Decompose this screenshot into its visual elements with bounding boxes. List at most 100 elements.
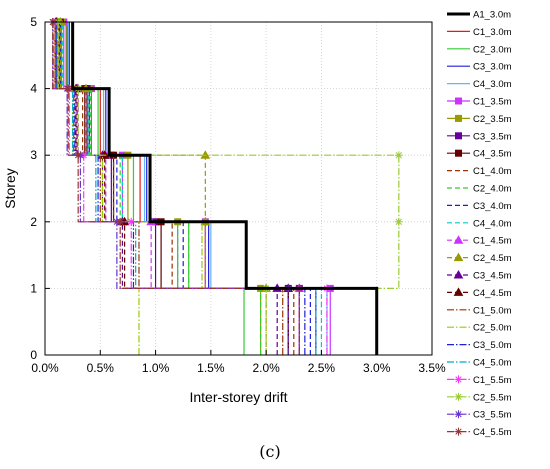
legend-label: C3_4.5m <box>473 271 512 282</box>
legend-label: C1_3.0m <box>473 27 512 38</box>
x-tick-label: 3.5% <box>418 361 446 375</box>
legend-entry: C1_4.0m <box>447 166 512 177</box>
marker-star <box>454 427 463 436</box>
marker-star <box>394 151 403 160</box>
series-line <box>66 22 289 355</box>
marker-star <box>116 217 125 226</box>
legend-label: C2_3.0m <box>473 44 512 55</box>
legend-entry: C1_3.5m <box>447 97 512 108</box>
legend-entry: C3_3.0m <box>447 62 512 73</box>
series-C1_3.0m <box>66 22 289 355</box>
legend-entry: C3_3.5m <box>447 131 512 142</box>
legend-label: C3_3.0m <box>473 62 512 73</box>
series-C4_3.5m <box>55 18 292 355</box>
series-A1_3.0m <box>71 22 379 355</box>
y-tick-label: 2 <box>30 215 37 229</box>
legend-entry: C2_5.5m <box>447 392 512 403</box>
legend-entry: C4_4.5m <box>447 287 512 299</box>
legend-label: C1_3.5m <box>473 97 512 108</box>
legend-entry: C1_3.0m <box>447 27 512 38</box>
legend-entry: C3_5.0m <box>447 340 512 351</box>
legend-label: C2_4.0m <box>473 184 512 195</box>
x-tick-label: 3.0% <box>363 361 391 375</box>
legend-entry: C1_5.0m <box>447 305 512 316</box>
legend-entry: C2_3.5m <box>447 114 512 125</box>
marker-star <box>64 84 73 93</box>
legend-label: C1_5.5m <box>473 375 512 386</box>
legend-label: A1_3.0m <box>473 10 511 21</box>
series-line <box>58 22 262 355</box>
legend: A1_3.0m C1_3.0m C2_3.0m C3_3.0m C4_3.0m C1_3.… <box>447 10 512 438</box>
series-C2_3.5m <box>58 18 265 355</box>
legend-label: C3_3.5m <box>473 131 512 142</box>
x-tick-label: 1.5% <box>197 361 225 375</box>
y-tick-label: 5 <box>30 15 37 29</box>
legend-entry: C3_5.5m <box>447 410 512 421</box>
series-line <box>71 22 379 355</box>
marker-star <box>127 217 136 226</box>
marker-triangle <box>453 252 464 262</box>
series-C4_5.5m <box>48 18 304 355</box>
series-C2_4.5m <box>55 16 272 355</box>
legend-label: C4_3.0m <box>473 79 512 90</box>
marker-star <box>74 151 83 160</box>
legend-entry: C1_4.5m <box>447 235 512 247</box>
x-tick-label: 2.5% <box>308 361 336 375</box>
legend-entry: C4_4.0m <box>447 218 512 229</box>
series-C4_4.5m <box>51 16 294 355</box>
legend-label: C4_5.5m <box>473 427 512 438</box>
legend-label: C2_5.0m <box>473 323 512 334</box>
legend-label: C1_4.5m <box>473 236 512 247</box>
legend-label: C3_4.0m <box>473 201 512 212</box>
series-C2_4.0m <box>58 22 262 355</box>
x-tick-label: 2.0% <box>252 361 280 375</box>
series-line <box>65 22 245 355</box>
y-tick-label: 0 <box>30 348 37 362</box>
y-axis-title: Storey <box>2 168 18 208</box>
legend-label: C1_5.0m <box>473 305 512 316</box>
legend-label: C3_5.0m <box>473 340 512 351</box>
series-line <box>54 22 284 355</box>
legend-entry: A1_3.0m <box>447 10 511 21</box>
marker-star <box>454 392 463 401</box>
legend-entry: C3_4.0m <box>447 201 512 212</box>
x-tick-label: 1.0% <box>142 361 170 375</box>
series-line <box>58 22 289 355</box>
legend-entry: C1_5.5m <box>447 375 512 386</box>
series-C2_3.0m <box>65 22 245 355</box>
legend-label: C2_5.5m <box>473 392 512 403</box>
series-C1_3.5m <box>60 18 334 355</box>
y-tick-label: 4 <box>30 82 37 96</box>
legend-entry: C4_5.0m <box>447 358 512 369</box>
series-line <box>57 22 400 355</box>
x-tick-label: 0.0% <box>31 361 59 375</box>
legend-entry: C4_5.5m <box>447 427 512 438</box>
legend-entry: C4_3.0m <box>447 79 512 90</box>
legend-entry: C3_4.5m <box>447 269 512 282</box>
legend-entry: C2_5.0m <box>447 323 512 334</box>
marker-triangle <box>453 269 464 279</box>
legend-label: C1_4.0m <box>473 166 512 177</box>
legend-label: C4_5.0m <box>473 358 512 369</box>
series-line <box>62 22 323 355</box>
legend-label: C4_3.5m <box>473 149 512 160</box>
marker-triangle <box>453 287 464 296</box>
series-line <box>55 22 289 355</box>
series-C3_5.0m <box>55 22 306 355</box>
series-line <box>59 22 300 355</box>
series-lines <box>48 16 403 355</box>
y-tick-label: 1 <box>30 281 37 295</box>
legend-entry: C4_3.5m <box>447 149 512 160</box>
legend-label: C3_5.5m <box>473 410 512 421</box>
legend-label: C4_4.5m <box>473 288 512 299</box>
y-tick-label: 3 <box>30 148 37 162</box>
x-axis-title: Inter-storey drift <box>189 389 287 405</box>
plot-frame <box>44 21 433 356</box>
series-C4_4.0m <box>62 22 323 355</box>
series-line <box>60 22 262 355</box>
series-line <box>55 22 306 355</box>
series-C3_5.5m <box>48 18 293 355</box>
series-C3_4.5m <box>51 16 283 355</box>
series-line <box>63 22 331 355</box>
